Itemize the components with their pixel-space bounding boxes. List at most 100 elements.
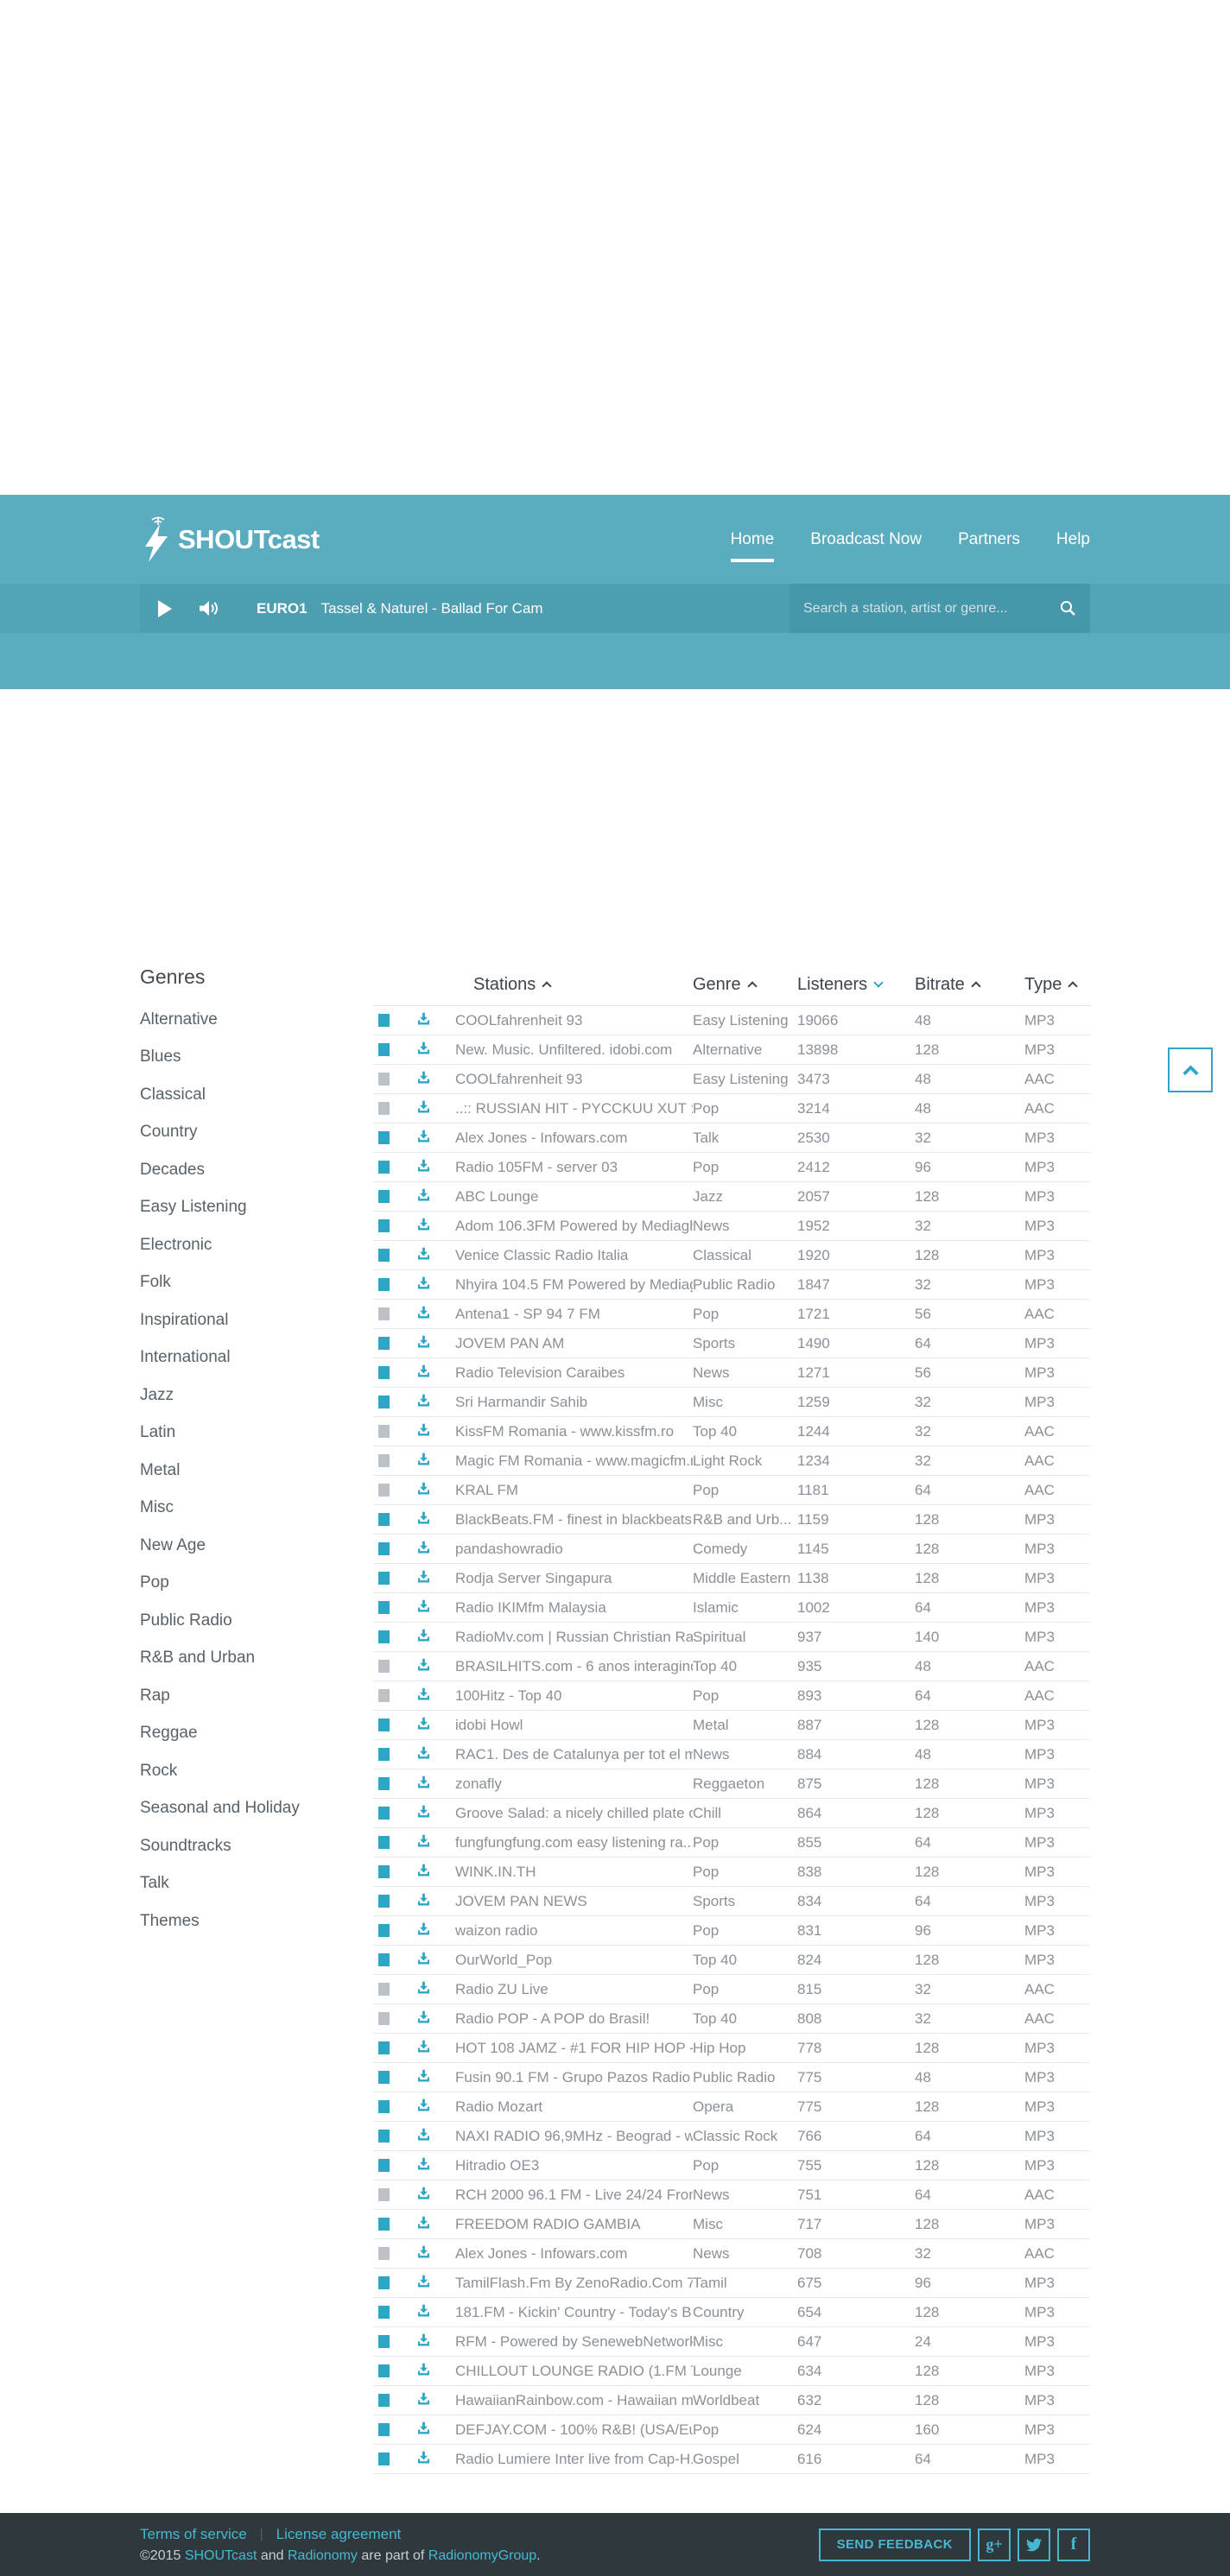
- sidebar-genre-item[interactable]: Metal: [140, 1452, 373, 1490]
- sidebar-genre-item[interactable]: International: [140, 1339, 373, 1377]
- play-button[interactable]: [378, 1454, 390, 1467]
- sidebar-genre-item[interactable]: Easy Listening: [140, 1189, 373, 1227]
- download-button[interactable]: [416, 1364, 431, 1381]
- station-name[interactable]: Groove Salad: a nicely chilled plate o..…: [455, 1804, 693, 1821]
- play-button[interactable]: [378, 1660, 390, 1673]
- play-button[interactable]: [378, 1190, 390, 1203]
- play-button[interactable]: [378, 1953, 390, 1966]
- station-name[interactable]: pandashowradio: [455, 1540, 563, 1557]
- station-name[interactable]: Rodja Server Singapura: [455, 1569, 612, 1586]
- download-button[interactable]: [416, 1394, 431, 1410]
- logo[interactable]: SHOUTcast: [140, 515, 320, 565]
- play-button[interactable]: [378, 1689, 390, 1702]
- play-button[interactable]: [378, 1630, 390, 1643]
- download-button[interactable]: [416, 1834, 431, 1851]
- download-button[interactable]: [416, 2216, 431, 2232]
- sidebar-genre-item[interactable]: Talk: [140, 1865, 373, 1903]
- play-button[interactable]: [378, 2453, 390, 2465]
- station-name[interactable]: HOT 108 JAMZ - #1 FOR HIP HOP - w...: [455, 2039, 693, 2056]
- play-button[interactable]: [378, 1924, 390, 1937]
- terms-of-service-link[interactable]: Terms of service: [140, 2525, 247, 2542]
- download-button[interactable]: [416, 1482, 431, 1498]
- station-name[interactable]: Alex Jones - Infowars.com: [455, 2244, 628, 2262]
- play-button[interactable]: [378, 1337, 390, 1350]
- sidebar-genre-item[interactable]: Alternative: [140, 1001, 373, 1039]
- station-name[interactable]: RCH 2000 96.1 FM - Live 24/24 From ...: [455, 2186, 693, 2203]
- download-button[interactable]: [416, 2128, 431, 2144]
- station-name[interactable]: Venice Classic Radio Italia: [455, 1246, 629, 1263]
- station-name[interactable]: idobi Howl: [455, 1716, 523, 1733]
- radionomy-link[interactable]: Radionomy: [288, 2548, 358, 2563]
- nav-item[interactable]: Broadcast Now: [810, 530, 922, 549]
- station-name[interactable]: BRASILHITS.com - 6 anos interagindo...: [455, 1657, 693, 1674]
- play-button[interactable]: [378, 2247, 390, 2260]
- play-button[interactable]: [378, 2012, 390, 2025]
- download-button[interactable]: [416, 1541, 431, 1557]
- play-button[interactable]: [378, 1102, 390, 1115]
- play-button[interactable]: [378, 2335, 390, 2348]
- download-button[interactable]: [416, 1952, 431, 1968]
- license-agreement-link[interactable]: License agreement: [276, 2525, 402, 2542]
- download-button[interactable]: [416, 2157, 431, 2174]
- play-button[interactable]: [378, 1983, 390, 1996]
- download-button[interactable]: [416, 1599, 431, 1616]
- station-name[interactable]: Radio 105FM - server 03: [455, 1158, 618, 1175]
- play-button[interactable]: [378, 1513, 390, 1526]
- download-button[interactable]: [416, 1012, 431, 1029]
- station-name[interactable]: JOVEM PAN AM: [455, 1334, 565, 1351]
- station-name[interactable]: Sri Harmandir Sahib: [455, 1393, 588, 1410]
- station-name[interactable]: DEFJAY.COM - 100% R&B! (USA/Euro...: [455, 2421, 693, 2438]
- play-button[interactable]: [378, 1043, 390, 1056]
- play-button[interactable]: [378, 1219, 390, 1232]
- download-button[interactable]: [416, 1511, 431, 1528]
- station-name[interactable]: NAXI RADIO 96,9MHz - Beograd - ww...: [455, 2127, 693, 2144]
- sidebar-genre-item[interactable]: Public Radio: [140, 1602, 373, 1640]
- scroll-to-top-button[interactable]: [1168, 1047, 1213, 1092]
- sidebar-genre-item[interactable]: Electronic: [140, 1226, 373, 1264]
- download-button[interactable]: [416, 1658, 431, 1674]
- play-button[interactable]: [378, 1014, 390, 1027]
- sidebar-genre-item[interactable]: Decades: [140, 1151, 373, 1189]
- download-button[interactable]: [416, 1746, 431, 1763]
- play-button[interactable]: [378, 2041, 390, 2054]
- station-name[interactable]: ABC Lounge: [455, 1187, 539, 1205]
- download-button[interactable]: [416, 1335, 431, 1351]
- column-header[interactable]: Listeners: [797, 975, 915, 995]
- station-name[interactable]: 181.FM - Kickin' Country - Today's BE...: [455, 2303, 693, 2320]
- download-button[interactable]: [416, 2069, 431, 2085]
- download-button[interactable]: [416, 1071, 431, 1087]
- play-button[interactable]: [378, 1836, 390, 1849]
- station-name[interactable]: BlackBeats.FM - finest in blackbeats ...: [455, 1510, 693, 1528]
- sidebar-genre-item[interactable]: Classical: [140, 1076, 373, 1114]
- nav-item[interactable]: Partners: [958, 530, 1020, 549]
- sidebar-genre-item[interactable]: Blues: [140, 1039, 373, 1077]
- download-button[interactable]: [416, 1100, 431, 1117]
- station-name[interactable]: RAC1. Des de Catalunya per tot el mon: [455, 1745, 693, 1763]
- station-name[interactable]: Radio ZU Live: [455, 1980, 548, 1997]
- play-button[interactable]: [378, 2364, 390, 2377]
- station-name[interactable]: RFM - Powered by SenewebNetwork...: [455, 2332, 693, 2350]
- station-name[interactable]: FREEDOM RADIO GAMBIA: [455, 2215, 641, 2232]
- play-button[interactable]: [378, 1278, 390, 1291]
- play-button[interactable]: [378, 2130, 390, 2142]
- play-button[interactable]: [378, 2071, 390, 2084]
- search-input[interactable]: [803, 600, 1060, 617]
- play-button[interactable]: [378, 2394, 390, 2407]
- sidebar-genre-item[interactable]: Rock: [140, 1752, 373, 1790]
- station-name[interactable]: Alex Jones - Infowars.com: [455, 1129, 628, 1146]
- play-button[interactable]: [378, 1748, 390, 1761]
- download-button[interactable]: [416, 2040, 431, 2056]
- sidebar-genre-item[interactable]: Seasonal and Holiday: [140, 1790, 373, 1828]
- station-name[interactable]: Radio Lumiere Inter live from Cap-H...: [455, 2450, 693, 2467]
- facebook-button[interactable]: f: [1057, 2528, 1090, 2561]
- play-button[interactable]: [378, 1249, 390, 1262]
- download-button[interactable]: [416, 1423, 431, 1440]
- play-button[interactable]: [378, 1777, 390, 1790]
- station-name[interactable]: Radio Television Caraibes: [455, 1364, 625, 1381]
- station-name[interactable]: KRAL FM: [455, 1481, 519, 1498]
- play-button[interactable]: [378, 2423, 390, 2436]
- station-name[interactable]: Radio IKIMfm Malaysia: [455, 1598, 606, 1616]
- download-button[interactable]: [416, 2187, 431, 2203]
- download-button[interactable]: [416, 2421, 431, 2438]
- download-button[interactable]: [416, 1276, 431, 1293]
